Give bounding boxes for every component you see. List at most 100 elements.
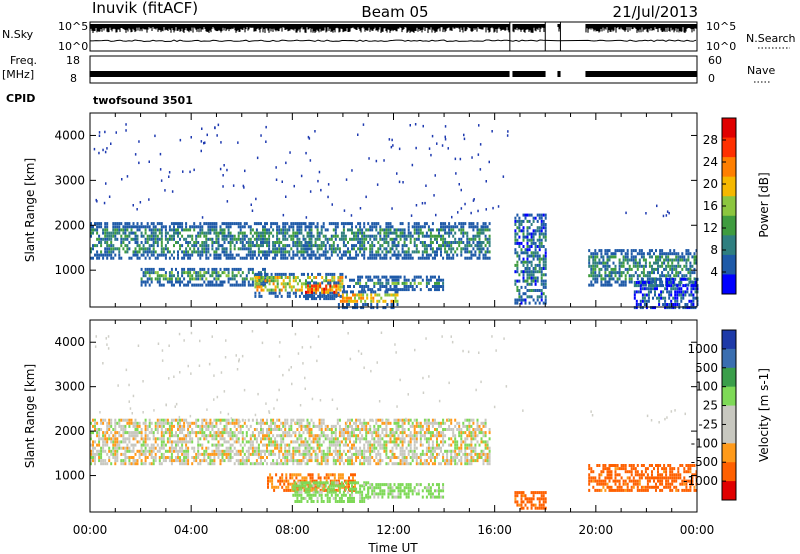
power-cell — [124, 244, 127, 248]
power-cell — [264, 267, 266, 271]
power-cell — [534, 229, 537, 233]
power-cell — [308, 137, 311, 140]
power-cell — [524, 251, 527, 255]
power-cell — [544, 229, 547, 233]
power-cell — [304, 222, 307, 226]
power-cell — [516, 260, 519, 264]
power-cell — [530, 270, 533, 274]
power-cell — [427, 253, 430, 257]
power-cell — [403, 278, 406, 282]
power-cell — [685, 274, 688, 278]
power-cell — [452, 256, 455, 260]
power-cell — [526, 245, 529, 248]
power-cell — [606, 267, 609, 271]
power-cell — [415, 275, 418, 279]
power-cell — [264, 241, 266, 244]
power-cell — [215, 228, 218, 232]
power-cell — [440, 237, 442, 241]
power-cell — [262, 225, 264, 229]
power-cell — [213, 283, 216, 287]
power-cell — [522, 276, 525, 280]
power-cell — [255, 228, 258, 232]
power-cell — [173, 256, 175, 260]
power-cell — [612, 261, 615, 265]
power-cell — [600, 274, 603, 278]
power-cell — [282, 256, 285, 260]
power-cell — [278, 247, 281, 251]
power-cell — [444, 231, 447, 235]
power-cell — [405, 281, 408, 285]
velocity-cell — [110, 449, 113, 453]
power-cell — [251, 283, 254, 287]
power-cell — [257, 253, 260, 257]
power-cell — [643, 299, 646, 303]
power-cell — [602, 283, 605, 287]
power-cell — [690, 299, 693, 303]
power-cell — [195, 244, 198, 248]
power-cell — [660, 277, 663, 281]
velocity-cell — [100, 462, 103, 466]
power-cell — [663, 267, 666, 271]
velocity-cell — [96, 452, 99, 456]
power-cell — [140, 231, 143, 235]
power-cell — [272, 247, 275, 251]
power-cell — [181, 228, 184, 232]
power-cell — [349, 250, 351, 254]
power-cell — [427, 288, 430, 292]
power-cell — [429, 244, 432, 248]
power-cell — [327, 279, 330, 283]
power-cell — [405, 253, 408, 257]
power-cell — [436, 237, 438, 241]
power-cell — [201, 253, 204, 257]
power-cell — [217, 277, 220, 281]
velocity-cell — [162, 452, 165, 456]
power-cell — [266, 222, 268, 226]
power-cell — [128, 234, 131, 238]
power-cell — [146, 250, 149, 254]
power-cell — [148, 160, 150, 163]
power-cell — [276, 225, 279, 229]
power-cell — [187, 228, 190, 232]
power-cell — [488, 228, 491, 232]
power-cell — [223, 237, 226, 241]
velocity-cell — [152, 456, 155, 459]
power-cell — [442, 225, 445, 229]
power-cell — [330, 237, 333, 241]
power-cell — [150, 244, 153, 248]
velocity-cell — [140, 446, 143, 450]
power-cell — [108, 253, 111, 257]
power-cell — [536, 257, 539, 261]
power-cell — [262, 288, 265, 292]
power-cell — [442, 244, 445, 248]
power-cell — [638, 252, 641, 256]
power-cell — [458, 228, 461, 232]
power-cell — [651, 249, 653, 253]
power-cell — [433, 194, 435, 197]
velocity-cell — [90, 456, 92, 459]
power-cell — [518, 245, 521, 248]
power-cell — [322, 222, 325, 226]
power-cell — [386, 293, 389, 297]
power-cell — [666, 277, 669, 281]
power-cell — [90, 234, 92, 238]
velocity-cell — [168, 421, 171, 425]
power-cell — [154, 234, 157, 238]
power-cell — [251, 267, 254, 271]
power-cell — [620, 261, 623, 265]
power-cell — [197, 231, 200, 235]
power-cell — [431, 247, 434, 251]
velocity-cell — [102, 421, 105, 425]
power-cell — [357, 247, 360, 251]
power-cell — [311, 287, 313, 291]
power-cell — [313, 294, 316, 298]
power-cell — [264, 222, 266, 226]
power-cell — [662, 284, 665, 288]
power-cell — [162, 277, 165, 281]
power-cell — [106, 241, 109, 244]
power-cell — [195, 274, 198, 278]
power-cell — [377, 250, 380, 254]
power-cell — [647, 299, 650, 303]
velocity-cell — [136, 421, 139, 425]
velocity-cell — [114, 434, 117, 438]
power-cell — [594, 249, 597, 253]
